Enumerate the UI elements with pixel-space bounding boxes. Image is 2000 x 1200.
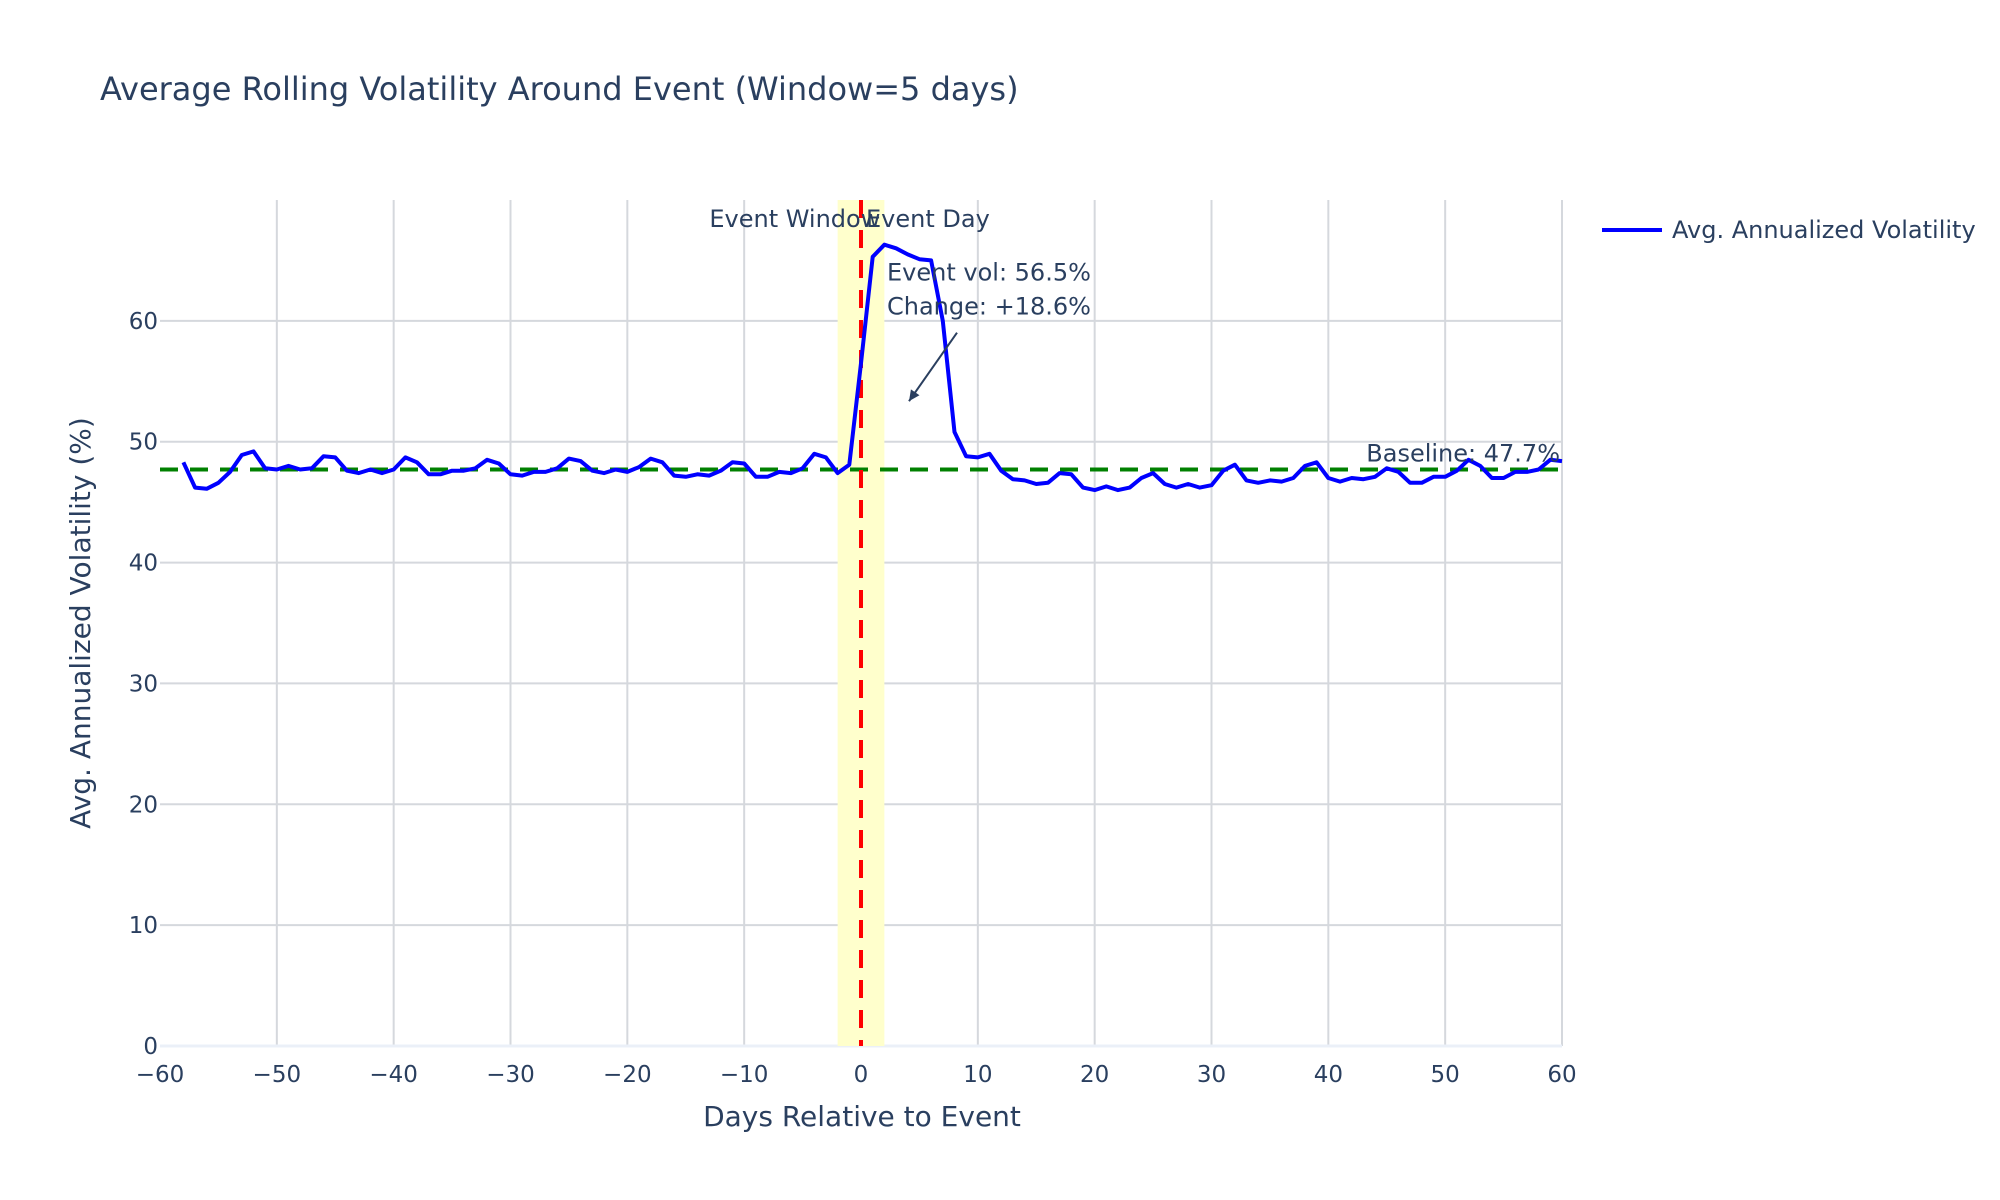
event-annotation-change: Change: +18.6% xyxy=(887,293,1091,321)
x-tick-label: −10 xyxy=(720,1062,769,1088)
x-tick-label: −60 xyxy=(136,1062,185,1088)
event-day-label: Event Day xyxy=(866,205,990,233)
x-tick-label: −20 xyxy=(603,1062,652,1088)
x-axis-title: Days Relative to Event xyxy=(703,1100,1021,1133)
event-window-label: Event Window xyxy=(709,205,880,233)
x-tick-label: 50 xyxy=(1431,1062,1460,1088)
event-annotation-arrow xyxy=(908,332,958,402)
y-tick-label: 30 xyxy=(129,671,158,697)
event-annotation-arrowhead xyxy=(909,389,920,402)
y-tick-label: 10 xyxy=(129,913,158,939)
y-tick-label: 40 xyxy=(129,551,158,577)
y-tick-label: 0 xyxy=(143,1034,158,1060)
event-annotation-vol: Event vol: 56.5% xyxy=(887,259,1091,287)
legend-label: Avg. Annualized Volatility xyxy=(1672,216,1976,244)
x-tick-label: 30 xyxy=(1197,1062,1226,1088)
y-tick-label: 50 xyxy=(129,430,158,456)
x-tick-label: −30 xyxy=(486,1062,535,1088)
x-tick-label: 0 xyxy=(854,1062,869,1088)
series-line-avg-volatility xyxy=(181,242,1563,493)
x-tick-label: 40 xyxy=(1314,1062,1343,1088)
x-tick-label: 10 xyxy=(963,1062,992,1088)
chart-title: Average Rolling Volatility Around Event … xyxy=(100,70,1019,108)
baseline-label: Baseline: 47.7% xyxy=(1366,440,1560,468)
x-tick-label: −40 xyxy=(369,1062,418,1088)
x-tick-label: 20 xyxy=(1080,1062,1109,1088)
y-axis-title: Avg. Annualized Volatility (%) xyxy=(64,417,97,829)
y-tick-label: 20 xyxy=(129,792,158,818)
legend[interactable]: Avg. Annualized Volatility xyxy=(1602,216,1976,244)
x-tick-label: −50 xyxy=(253,1062,302,1088)
y-tick-label: 60 xyxy=(129,309,158,335)
x-tick-label: 60 xyxy=(1547,1062,1576,1088)
axis-ticks: −60 −50 −40 −30 −20 −10 0 10 20 30 40 50 60 0 10 20 30 40… xyxy=(129,309,1577,1088)
